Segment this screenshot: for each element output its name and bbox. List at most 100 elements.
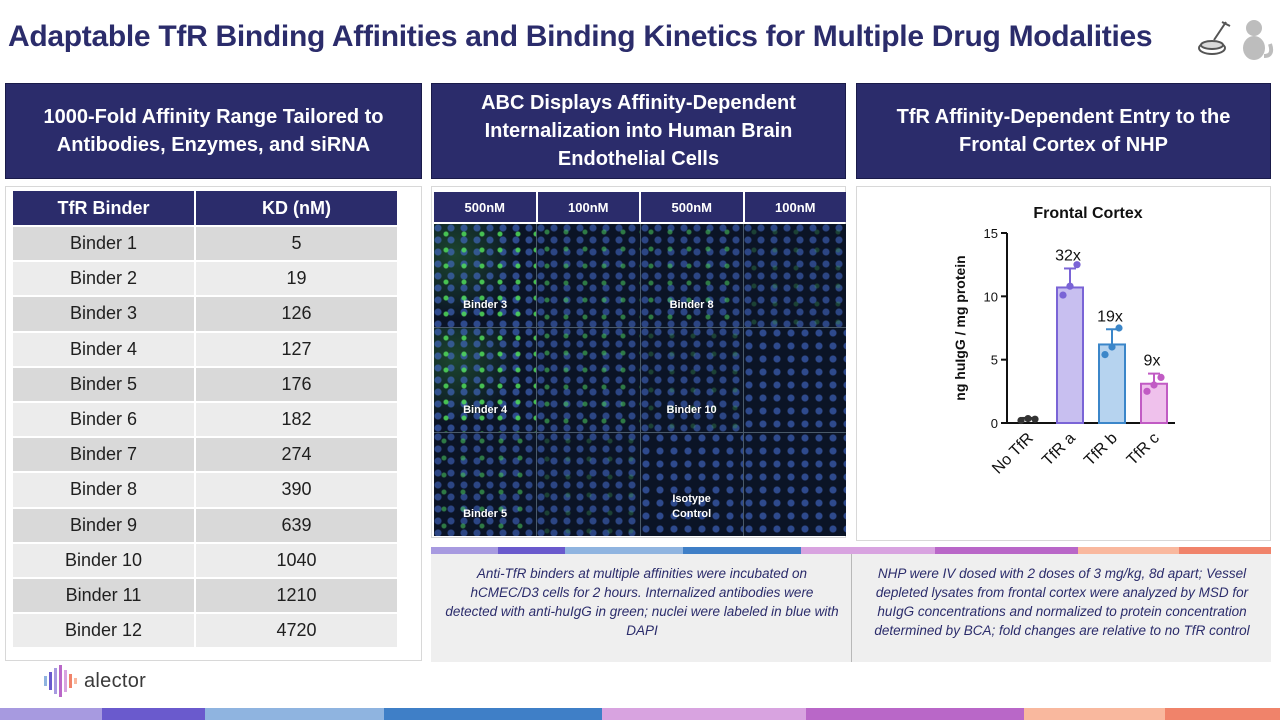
table-row: Binder 4 127 — [13, 330, 397, 366]
table-row: Binder 2 19 — [13, 260, 397, 296]
stripe-segment — [565, 547, 683, 554]
y-tick-label: 15 — [984, 226, 998, 241]
stripe-segment — [682, 547, 801, 554]
micrograph-isotype-500nm: Isotype Control — [640, 432, 743, 536]
data-point — [1073, 261, 1081, 269]
concentration-header: 100nM — [537, 192, 641, 222]
micrograph-binder3-500nm: Binder 3 — [434, 224, 537, 328]
stripe-segment — [1178, 547, 1271, 554]
table-row: Binder 9 639 — [13, 506, 397, 542]
kd-value-cell: 5 — [196, 225, 397, 261]
y-tick-label: 0 — [991, 416, 998, 431]
micrograph-binder8-500nm: Binder 8 — [640, 224, 743, 328]
fold-change-label: 9x — [1144, 353, 1161, 370]
x-tick-label: TfR b — [1081, 430, 1121, 470]
y-axis-label: ng huIgG / mg protein — [952, 255, 968, 400]
micrograph-binder5-500nm: Binder 5 — [434, 432, 537, 536]
binder-name-cell: Binder 11 — [13, 576, 196, 613]
data-point — [1059, 291, 1067, 299]
binder-name-cell: Binder 7 — [13, 436, 196, 472]
kd-value-cell: 639 — [196, 506, 397, 542]
table-row: Binder 3 126 — [13, 295, 397, 331]
binder-name-cell: Binder 8 — [13, 471, 196, 507]
fold-change-label: 32x — [1055, 247, 1081, 264]
table-row: Binder 10 1040 — [13, 541, 397, 577]
isotype-label-line2: Control — [672, 508, 712, 520]
fold-change-label: 19x — [1097, 308, 1123, 325]
monkey-icon — [1243, 20, 1274, 60]
y-tick-label: 5 — [991, 353, 998, 368]
concentration-header: 500nM — [434, 192, 538, 222]
table-row: Binder 11 1210 — [13, 576, 397, 613]
micrograph-label: Isotype Control — [641, 492, 743, 522]
micrograph-label: Binder 4 — [463, 403, 508, 416]
micrograph-isotype-100nm — [743, 432, 846, 536]
bar — [1098, 343, 1126, 424]
panel-header-affinity-range: 1000-Fold Affinity Range Tailored to Ant… — [5, 83, 422, 179]
page-title: Adaptable TfR Binding Affinities and Bin… — [8, 20, 1153, 53]
micrograph-binder10-500nm: Binder 10 — [640, 328, 743, 432]
micrograph-label: Binder 3 — [463, 299, 508, 312]
data-point — [1066, 282, 1074, 290]
kd-value-cell: 390 — [196, 471, 397, 507]
x-tick-label: No TfR — [989, 430, 1037, 478]
table-header-row: TfR Binder KD (nM) — [13, 191, 397, 225]
stripe-segment — [1023, 708, 1165, 720]
kd-value-cell: 274 — [196, 436, 397, 472]
microscopy-image-grid: Binder 3 Binder 8 Binder 4 Binder 10 Bin… — [434, 224, 846, 536]
data-point — [1101, 351, 1109, 359]
kd-value-cell: 19 — [196, 260, 397, 296]
x-tick-label: TfR a — [1039, 430, 1079, 470]
stripe-segment — [806, 708, 1024, 720]
panel-header-internalization: ABC Displays Affinity-Dependent Internal… — [431, 83, 846, 179]
x-tick-label: TfR c — [1124, 430, 1163, 469]
binder-name-cell: Binder 4 — [13, 330, 196, 366]
stripe-segment — [1077, 547, 1179, 554]
caption-box: Anti-TfR binders at multiple affinities … — [431, 554, 1271, 662]
data-point — [1017, 416, 1025, 425]
data-point — [1031, 415, 1039, 423]
caption-internalization: Anti-TfR binders at multiple affinities … — [445, 566, 839, 638]
table-row: Binder 8 390 — [13, 471, 397, 507]
isotype-label-line1: Isotype — [672, 493, 711, 505]
kd-value-cell: 127 — [196, 330, 397, 366]
y-tick-label: 10 — [984, 289, 998, 304]
micrograph-label: Binder 8 — [669, 299, 714, 312]
binder-name-cell: Binder 1 — [13, 225, 196, 261]
table-row: Binder 7 274 — [13, 436, 397, 472]
kd-value-cell: 1040 — [196, 541, 397, 577]
kd-value-cell: 176 — [196, 365, 397, 401]
logo-text: alector — [84, 669, 147, 692]
panel-header-frontal-cortex: TfR Affinity-Dependent Entry to the Fron… — [856, 83, 1271, 179]
binder-name-cell: Binder 5 — [13, 365, 196, 401]
stripe-segment — [431, 547, 499, 554]
stripe-segment — [102, 708, 205, 720]
data-point — [1143, 387, 1151, 395]
stripe-segment — [934, 547, 1078, 554]
kd-value-cell: 126 — [196, 295, 397, 331]
column-header-binder: TfR Binder — [13, 191, 196, 225]
stripe-segment — [800, 547, 935, 554]
color-stripe — [431, 547, 1271, 554]
stripe-segment — [204, 708, 384, 720]
binder-name-cell: Binder 9 — [13, 506, 196, 542]
micrograph-label: Binder 5 — [463, 508, 508, 520]
stripe-segment — [1164, 708, 1280, 720]
alector-logo: alector — [42, 664, 146, 698]
binder-name-cell: Binder 6 — [13, 400, 196, 437]
alector-logo-mark-icon — [44, 665, 77, 697]
caption-nhp-study: NHP were IV dosed with 2 doses of 3 mg/k… — [874, 566, 1250, 638]
concentration-header: 500nM — [641, 192, 745, 222]
data-point — [1150, 381, 1158, 389]
header-icons — [1198, 20, 1274, 60]
kd-value-cell: 182 — [196, 400, 397, 437]
kd-table: TfR Binder KD (nM) Binder 1 5 Binder 2 19 Bi… — [13, 191, 397, 648]
binder-name-cell: Binder 2 — [13, 260, 196, 296]
micrograph-binder4-100nm — [537, 328, 640, 432]
data-point — [1115, 324, 1123, 332]
frontal-cortex-chart: Frontal Cortex ng huIgG / mg protein 0 5 10 1… — [952, 205, 1175, 478]
table-row: Binder 5 176 — [13, 365, 397, 401]
stripe-segment — [383, 708, 602, 720]
micrograph-binder5-100nm — [537, 432, 640, 536]
data-point — [1024, 414, 1032, 423]
